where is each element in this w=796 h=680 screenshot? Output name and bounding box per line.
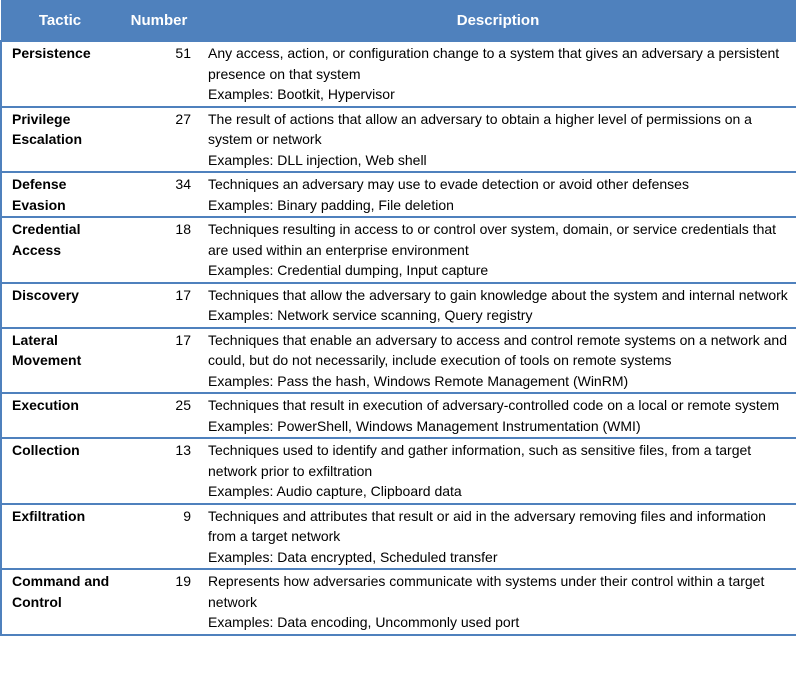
number-cell: 34 — [175, 176, 191, 192]
description-text: Techniques that result in execution of a… — [208, 397, 780, 413]
tactic-cell: Defense Evasion — [0, 172, 119, 217]
table-row: Collection 13 Techniques used to identify … — [0, 438, 796, 504]
tactic-cell: Collection — [0, 438, 119, 504]
description-cell: Techniques and attributes that result or… — [199, 504, 796, 570]
examples-text: Examples: Credential dumping, Input capt… — [208, 262, 489, 278]
tactic-cell: Credential Access — [0, 217, 119, 283]
table-row: Lateral Movement 17 Techniques that enable… — [0, 327, 796, 394]
number-cell: 19 — [175, 573, 191, 589]
header-row: Tactic Number Description — [1, 0, 796, 41]
table-row: Command and Control 19 Represents how adve… — [0, 569, 796, 635]
table-row: Privilege Escalation 27 The result of acti… — [0, 106, 796, 173]
table-header: Tactic Number Description — [1, 0, 796, 41]
tactics-table: Tactic Number Description Persistence 51 A… — [0, 0, 796, 635]
examples-text: Examples: Audio capture, Clipboard data — [208, 483, 462, 499]
examples-text: Examples: Network service scanning, Quer… — [208, 307, 533, 323]
table-row: Exfiltration 9 Techniques and attributes t… — [0, 503, 796, 570]
description-text: Techniques that allow the adversary to g… — [208, 286, 788, 303]
description-cell: Techniques that enable an adversary to a… — [199, 328, 796, 394]
description-text: Techniques and attributes that result or… — [208, 507, 766, 545]
description-cell: Techniques resulting in access to or con… — [199, 217, 796, 283]
header-cell: Number — [119, 0, 199, 41]
examples-text: Examples: DLL injection, Web shell — [208, 151, 427, 168]
tactic-cell: Discovery — [0, 282, 119, 328]
header-cell: Tactic — [1, 0, 119, 41]
header-cell: Description — [199, 0, 796, 41]
number-cell: 25 — [175, 397, 191, 413]
examples-text: Examples: Data encoding, Uncommonly used… — [208, 614, 520, 630]
table-row: Defense Evasion 34 Techniques an adversary… — [0, 172, 796, 217]
table-row: Execution 25 Techniques that result in exe… — [0, 393, 796, 438]
description-text: Techniques used to identify and gather i… — [208, 442, 752, 479]
number-cell: 27 — [175, 110, 191, 127]
examples-text: Examples: Data encrypted, Scheduled tran… — [208, 548, 498, 565]
examples-text: Examples: PowerShell, Windows Management… — [208, 417, 641, 434]
examples-text: Examples: Bootkit, Hypervisor — [208, 86, 395, 102]
table-body: Persistence 51 Any access, action, or conf… — [0, 41, 796, 635]
tactic-cell: Persistence — [0, 41, 119, 107]
tactic-cell: Exfiltration — [0, 503, 119, 569]
description-text: Techniques an adversary may use to evade… — [208, 176, 689, 192]
examples-text: Examples: Pass the hash, Windows Remote … — [208, 372, 629, 389]
tactic-cell: Command and Control — [0, 569, 119, 635]
description-text: Techniques resulting in access to or con… — [208, 221, 777, 258]
number-cell: 18 — [175, 221, 191, 237]
description-cell: Techniques that allow the adversary to g… — [199, 283, 796, 328]
tactic-cell: Execution — [0, 393, 119, 438]
description-cell: Techniques that result in execution of a… — [199, 393, 796, 438]
description-cell: Any access, action, or configuration cha… — [199, 41, 796, 107]
description-cell: Techniques used to identify and gather i… — [199, 438, 796, 504]
description-cell: Represents how adversaries communicate w… — [199, 569, 796, 635]
number-cell: 17 — [175, 286, 191, 303]
tactic-cell: Privilege Escalation — [0, 106, 119, 172]
number-cell: 9 — [183, 507, 191, 524]
description-cell: The result of actions that allow an adve… — [199, 107, 796, 173]
table-row: Persistence 51 Any access, action, or conf… — [0, 41, 796, 107]
number-cell: 17 — [175, 331, 191, 348]
table-row: Credential Access 18 Techniques resulting … — [0, 217, 796, 283]
description-text: Any access, action, or configuration cha… — [208, 45, 780, 82]
description-text: The result of actions that allow an adve… — [208, 110, 752, 148]
description-text: Techniques that enable an adversary to a… — [208, 331, 787, 369]
examples-text: Examples: Binary padding, File deletion — [208, 196, 454, 213]
description-cell: Techniques an adversary may use to evade… — [199, 172, 796, 217]
number-cell: 13 — [175, 442, 191, 458]
number-cell: 51 — [175, 45, 191, 61]
tactic-cell: Lateral Movement — [0, 327, 119, 393]
description-text: Represents how adversaries communicate w… — [208, 573, 765, 610]
table-row: Discovery 17 Techniques that allow the adv… — [0, 282, 796, 328]
